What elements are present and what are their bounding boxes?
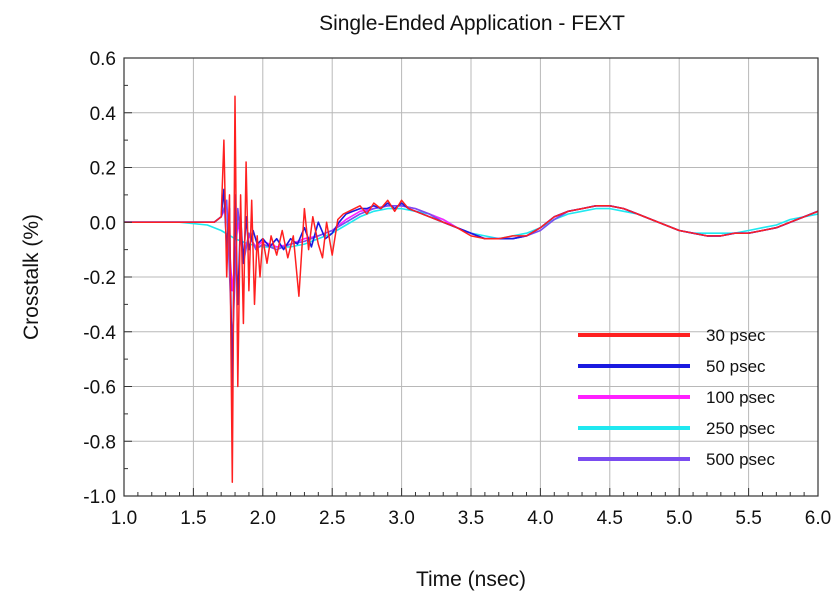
x-tick-label: 3.5 [458, 508, 484, 529]
x-tick-label: 1.0 [111, 508, 137, 529]
legend-label: 100 psec [706, 388, 775, 407]
y-tick-label: -0.2 [83, 268, 116, 289]
y-tick-label: 0.4 [90, 104, 117, 125]
y-tick-label: 0.2 [90, 159, 116, 180]
chart-title: Single-Ended Application - FEXT [319, 12, 625, 35]
x-tick-label: 2.5 [319, 508, 345, 529]
x-tick-label: 5.5 [735, 508, 761, 529]
x-tick-labels: 1.0 1.5 2.0 2.5 3.0 3.5 4.0 4.5 5.0 5.5 6.0 [111, 508, 831, 529]
y-tick-label: -0.4 [83, 323, 116, 344]
x-axis-label: Time (nsec) [416, 568, 526, 591]
y-tick-label: -1.0 [83, 487, 116, 508]
legend-label: 250 psec [706, 419, 775, 438]
y-tick-label: -0.8 [83, 432, 116, 453]
x-tick-label: 3.0 [388, 508, 414, 529]
legend-label: 50 psec [706, 357, 766, 376]
y-tick-label: -0.6 [83, 378, 116, 399]
x-tick-label: 5.0 [666, 508, 692, 529]
axis-ticks [123, 57, 819, 497]
y-tick-label: 0.0 [90, 213, 116, 234]
series-layer [124, 95, 818, 484]
legend: 30 psec 50 psec 100 psec 250 psec 500 psec [578, 326, 775, 469]
x-tick-label: 2.0 [250, 508, 276, 529]
x-tick-label: 4.5 [597, 508, 623, 529]
y-axis-label: Crosstalk (%) [20, 214, 43, 340]
y-tick-labels: 0.6 0.4 0.2 0.0 -0.2 -0.4 -0.6 -0.8 -1.0 [83, 49, 116, 508]
series-line-30-psec [124, 95, 818, 484]
legend-label: 500 psec [706, 450, 775, 469]
x-tick-label: 4.0 [527, 508, 553, 529]
legend-label: 30 psec [706, 326, 766, 345]
x-tick-label: 1.5 [180, 508, 206, 529]
x-tick-label: 6.0 [805, 508, 831, 529]
y-tick-label: 0.6 [90, 49, 116, 70]
